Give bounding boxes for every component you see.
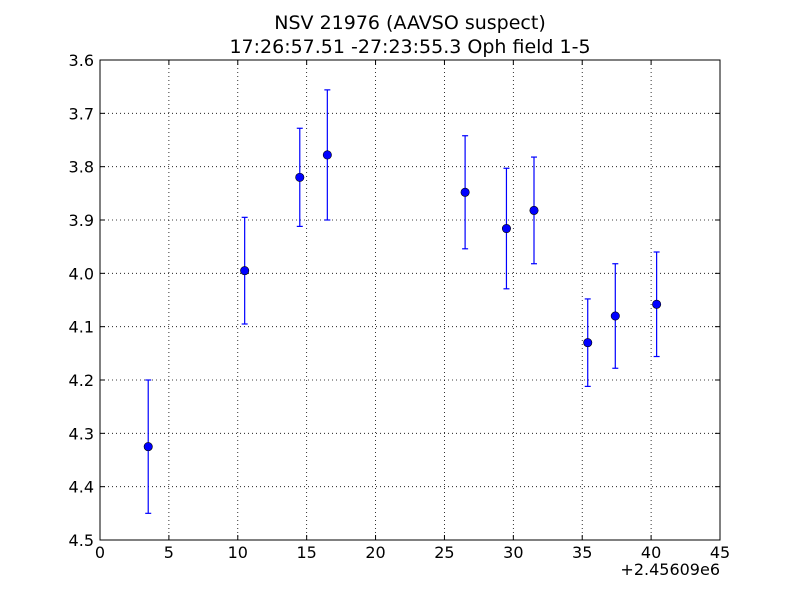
x-tick-label: 30 (503, 543, 523, 562)
grid-lines (100, 60, 720, 540)
data-point (610, 311, 620, 321)
y-tick-label: 3.9 (69, 211, 94, 230)
data-point (583, 338, 593, 348)
x-tick-label: 45 (710, 543, 730, 562)
x-tick-label: 20 (365, 543, 385, 562)
y-tick-label: 4.4 (69, 478, 94, 497)
y-tick-label: 4.5 (69, 531, 94, 550)
y-tick-label: 3.8 (69, 158, 94, 177)
data-point (652, 299, 662, 309)
data-point (460, 187, 470, 197)
y-tick-label: 4.2 (69, 371, 94, 390)
plot-background (100, 60, 720, 540)
x-tick-label: 15 (296, 543, 316, 562)
x-offset-label: +2.45609e6 (620, 560, 720, 579)
chart-subtitle: 17:26:57.51 -27:23:55.3 Oph field 1-5 (229, 36, 590, 58)
x-tick-label: 40 (641, 543, 661, 562)
x-tick-label: 5 (164, 543, 174, 562)
data-point (143, 442, 153, 452)
plot-frame (99, 59, 721, 541)
y-tick-label: 4.1 (69, 318, 94, 337)
data-point (240, 266, 250, 276)
data-point (322, 150, 332, 160)
chart-title: NSV 21976 (AAVSO suspect) (274, 12, 545, 34)
x-tick-label: 0 (95, 543, 105, 562)
y-tick-label: 3.6 (69, 51, 94, 70)
y-tick-label: 4.3 (69, 424, 94, 443)
x-tick-label: 25 (434, 543, 454, 562)
data-point (295, 172, 305, 182)
y-tick-label: 3.7 (69, 104, 94, 123)
data-point (529, 205, 539, 215)
x-tick-label: 10 (228, 543, 248, 562)
data-point (501, 224, 511, 234)
y-tick-label: 4.0 (69, 264, 94, 283)
data-points (143, 150, 662, 452)
x-tick-labels: 0 5 10 15 20 25 30 35 40 45 (95, 543, 730, 562)
axis-ticks (99, 59, 721, 541)
x-tick-label: 35 (572, 543, 592, 562)
y-tick-labels: 3.6 3.7 3.8 3.9 4.0 4.1 4.2 4.3 4.4 4.5 (69, 51, 94, 550)
